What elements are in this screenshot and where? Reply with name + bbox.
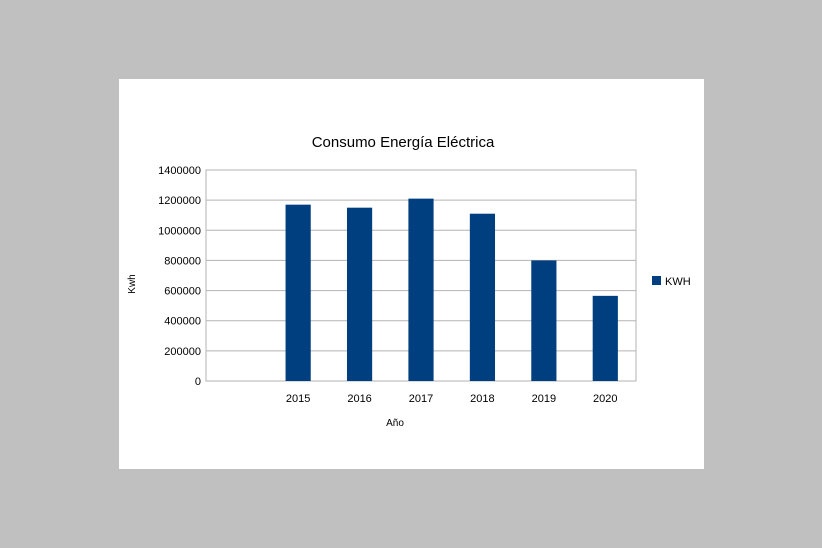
x-axis-ticks: 2015 2016 2017 2018 2019 2020 [286,393,618,405]
legend-label-kwh: KWH [665,276,691,288]
y-axis-label: Kwh [127,274,138,293]
legend-swatch-kwh [652,276,661,285]
y-axis-ticks: 0 200000 400000 600000 800000 1000000 1200000 1… [158,165,201,388]
bars [285,198,618,381]
x-axis-label: Año [386,418,404,429]
bar-2020 [592,295,618,381]
y-tick-label-5: 1000000 [158,225,201,237]
y-tick-label-6: 1200000 [158,195,201,207]
bar-2016 [346,207,373,381]
bar-2015 [285,204,311,381]
chart-title: Consumo Energía Eléctrica [312,134,495,151]
x-tick-label-2020: 2020 [593,393,617,405]
legend: KWH [652,276,691,288]
y-tick-label-7: 1400000 [158,165,201,177]
x-tick-label-2016: 2016 [347,393,371,405]
x-tick-label-2019: 2019 [532,393,556,405]
bar-2019 [531,260,557,381]
y-tick-label-3: 600000 [164,286,201,298]
y-tick-label-0: 0 [195,376,201,388]
x-tick-label-2018: 2018 [470,393,494,405]
bar-2018 [469,213,496,381]
x-tick-label-2015: 2015 [286,393,310,405]
bar-2017 [408,198,434,381]
y-tick-label-1: 200000 [164,346,201,358]
y-tick-label-2: 400000 [164,316,201,328]
x-tick-label-2017: 2017 [409,393,433,405]
y-tick-label-4: 800000 [164,255,201,267]
